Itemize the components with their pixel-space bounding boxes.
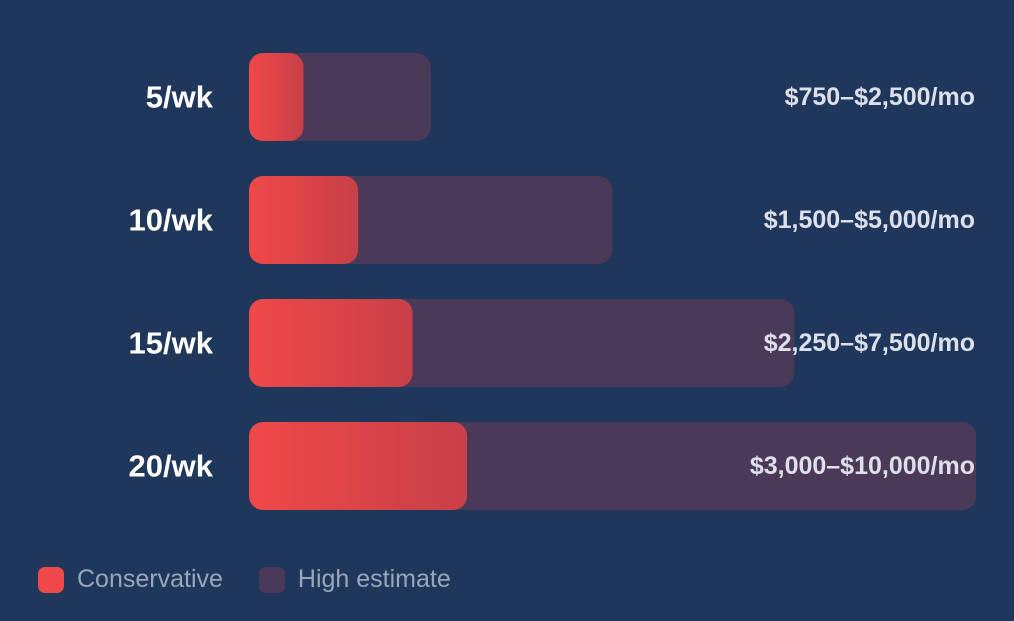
bar-conservative-4 xyxy=(249,422,468,510)
category-label-2: 10/wk xyxy=(129,203,214,238)
category-label-1: 5/wk xyxy=(146,80,214,115)
legend-item-conservative: Conservative xyxy=(38,565,223,594)
category-label-4: 20/wk xyxy=(129,449,214,484)
data-label-2: $1,500–$5,000/mo xyxy=(764,206,975,234)
data-label-4: $3,000–$10,000/mo xyxy=(750,452,975,480)
legend: Conservative High estimate xyxy=(38,565,451,594)
bar-conservative-1 xyxy=(249,53,304,141)
legend-swatch-conservative xyxy=(38,566,64,593)
data-label-3: $2,250–$7,500/mo xyxy=(764,329,975,357)
data-label-1: $750–$2,500/mo xyxy=(785,83,975,111)
legend-label-conservative: Conservative xyxy=(77,565,223,593)
legend-item-high-estimate: High estimate xyxy=(258,565,451,594)
bar-conservative-2 xyxy=(249,176,359,264)
legend-label-high-estimate: High estimate xyxy=(297,565,451,593)
bars-layer: 5/wk $750–$2,500/mo 10/wk $1,500–$5,000/mo 1… xyxy=(129,53,976,510)
legend-swatch-high-estimate xyxy=(258,566,285,593)
bar-conservative-3 xyxy=(249,299,413,387)
category-label-3: 15/wk xyxy=(129,326,214,361)
